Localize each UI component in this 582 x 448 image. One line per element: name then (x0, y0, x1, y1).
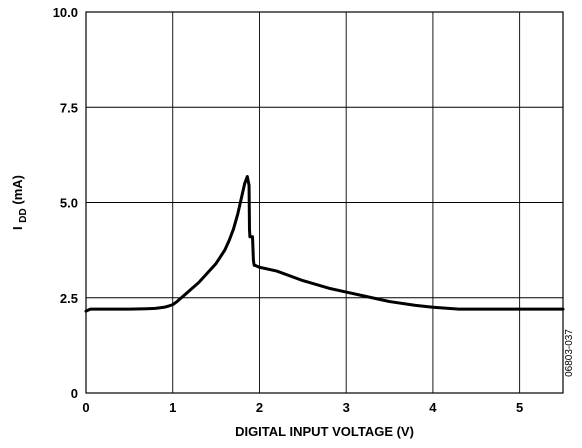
y-tick-label: 5.0 (60, 196, 78, 211)
y-tick-label: 2.5 (60, 291, 78, 306)
y-tick-label: 0 (71, 386, 78, 401)
plot-frame (85, 11, 564, 394)
x-tick-label: 3 (343, 400, 350, 415)
svg-text:I DD (mA): I DD (mA) (10, 175, 29, 230)
x-axis-label: DIGITAL INPUT VOLTAGE (V) (235, 424, 414, 439)
y-axis-label-subscript: DD (18, 208, 29, 222)
x-tick-label: 4 (429, 400, 437, 415)
grid-layer (86, 12, 563, 393)
y-tick-label: 7.5 (60, 100, 78, 115)
x-tick-label: 1 (169, 400, 176, 415)
y-tick-label: 10.0 (53, 5, 78, 20)
tick-label-layer: 0 1 2 3 4 5 0 2.5 5.0 7.5 10.0 (53, 5, 524, 415)
x-tick-label: 0 (82, 400, 89, 415)
y-axis-label-main: I (10, 226, 25, 230)
y-axis-label-unit: (mA) (10, 175, 25, 205)
series-layer (84, 175, 565, 313)
x-tick-label: 2 (256, 400, 263, 415)
x-tick-label: 5 (516, 400, 523, 415)
figure-code: 06803-037 (564, 329, 575, 377)
series-line (84, 175, 565, 313)
y-axis-label: I DD (mA) (10, 175, 29, 230)
